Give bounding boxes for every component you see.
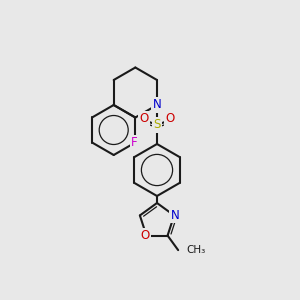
Text: CH₃: CH₃	[186, 245, 206, 255]
Text: N: N	[153, 98, 161, 112]
Text: O: O	[140, 112, 148, 125]
Text: F: F	[131, 136, 138, 149]
Text: O: O	[141, 229, 150, 242]
Text: N: N	[171, 209, 179, 222]
Text: S: S	[153, 118, 161, 131]
Text: O: O	[165, 112, 175, 125]
